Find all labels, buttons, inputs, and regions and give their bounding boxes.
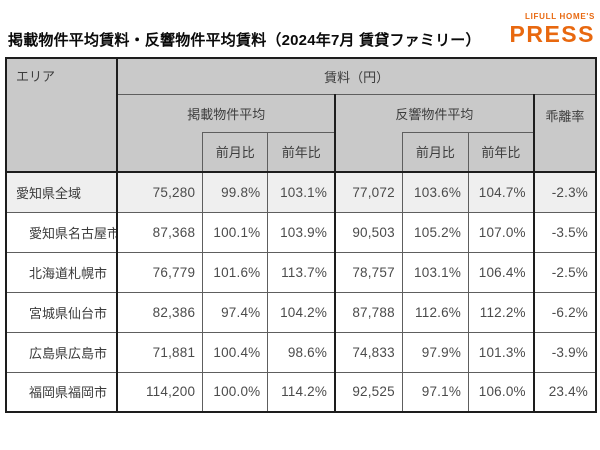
response-mom-cell: 103.1% bbox=[401, 251, 470, 293]
lifull-homes-press-logo: LIFULL HOME'S PRESS bbox=[510, 13, 595, 46]
divergence-cell: -2.5% bbox=[532, 251, 597, 293]
area-label: 広島県広島市 bbox=[5, 331, 119, 373]
header-row-1: エリア 賃料（円） bbox=[5, 57, 597, 173]
listed-yoy-cell: 98.6% bbox=[267, 331, 336, 373]
response-yoy-cell: 101.3% bbox=[468, 331, 535, 373]
response-avg-cell: 74,833 bbox=[334, 331, 403, 373]
area-label: 愛知県名古屋市 bbox=[5, 211, 119, 253]
response-avg-cell: 87,788 bbox=[334, 291, 403, 333]
response-mom-cell: 105.2% bbox=[401, 211, 470, 253]
rent-table: エリア 賃料（円） 掲載物件平均 反響物件平均 乖離率 前月比 前年比 前月比 … bbox=[5, 57, 597, 413]
listed-avg-group-header: 掲載物件平均 bbox=[116, 93, 336, 132]
header-row-3: 前月比 前年比 前月比 前年比 bbox=[6, 131, 596, 173]
response-mom-cell: 97.9% bbox=[401, 331, 470, 373]
response-mom-cell: 97.1% bbox=[401, 371, 470, 413]
listed-avg-cell: 76,779 bbox=[116, 251, 204, 293]
rent-table-container: エリア 賃料（円） 掲載物件平均 反響物件平均 乖離率 前月比 前年比 前月比 … bbox=[5, 57, 597, 413]
mom-subheader: 前月比 bbox=[202, 131, 269, 173]
divergence-cell: 23.4% bbox=[532, 371, 597, 413]
listed-yoy-cell: 104.2% bbox=[267, 291, 336, 333]
rent-yen-header: 賃料（円） bbox=[116, 57, 597, 95]
area-label: 宮城県仙台市 bbox=[5, 291, 119, 333]
logo-lifull-homes-text: LIFULL HOME'S bbox=[525, 12, 595, 21]
response-yoy-cell: 106.0% bbox=[468, 371, 535, 413]
response-yoy-cell: 106.4% bbox=[468, 251, 535, 293]
listed-avg-cell: 114,200 bbox=[116, 371, 204, 413]
listed-avg-cell: 75,280 bbox=[116, 171, 204, 213]
listed-mom-cell: 97.4% bbox=[202, 291, 269, 333]
table-row: 広島県広島市 71,881 100.4% 98.6% 74,833 97.9% … bbox=[5, 331, 597, 373]
listed-mom-cell: 101.6% bbox=[202, 251, 269, 293]
response-avg-cell: 90,503 bbox=[334, 211, 403, 253]
listed-yoy-cell: 114.2% bbox=[267, 371, 336, 413]
listed-avg-cell: 71,881 bbox=[116, 331, 204, 373]
listed-yoy-cell: 103.1% bbox=[267, 171, 336, 213]
mom-subheader: 前月比 bbox=[401, 131, 470, 173]
response-avg-cell: 92,525 bbox=[334, 371, 403, 413]
area-label: 愛知県全域 bbox=[5, 171, 119, 213]
response-avg-cell: 77,072 bbox=[334, 171, 403, 213]
response-mom-cell: 103.6% bbox=[401, 171, 470, 213]
divergence-header: 乖離率 bbox=[532, 93, 597, 173]
table-row: 北海道札幌市 76,779 101.6% 113.7% 78,757 103.1… bbox=[5, 251, 597, 293]
listed-mom-cell: 99.8% bbox=[202, 171, 269, 213]
listed-mom-cell: 100.0% bbox=[202, 371, 269, 413]
table-row: 福岡県福岡市 114,200 100.0% 114.2% 92,525 97.1… bbox=[5, 371, 597, 413]
area-label: 福岡県福岡市 bbox=[5, 371, 119, 413]
response-avg-group-header: 反響物件平均 bbox=[334, 93, 535, 132]
divergence-cell: -2.3% bbox=[532, 171, 597, 213]
response-mom-cell: 112.6% bbox=[401, 291, 470, 333]
divergence-cell: -3.5% bbox=[532, 211, 597, 253]
listed-avg-cell: 87,368 bbox=[116, 211, 204, 253]
table-row: 愛知県名古屋市 87,368 100.1% 103.9% 90,503 105.… bbox=[5, 211, 597, 253]
divergence-cell: -3.9% bbox=[532, 331, 597, 373]
listed-yoy-cell: 103.9% bbox=[267, 211, 336, 253]
listed-mom-cell: 100.1% bbox=[202, 211, 269, 253]
listed-avg-cell: 82,386 bbox=[116, 291, 204, 333]
listed-mom-cell: 100.4% bbox=[202, 331, 269, 373]
empty-subheader bbox=[116, 132, 204, 173]
empty-subheader bbox=[334, 132, 403, 173]
table-row: 宮城県仙台市 82,386 97.4% 104.2% 87,788 112.6%… bbox=[5, 291, 597, 333]
page-title: 掲載物件平均賃料・反響物件平均賃料（2024年7月 賃貸ファミリー） bbox=[8, 32, 481, 49]
listed-yoy-cell: 113.7% bbox=[267, 251, 336, 293]
divergence-cell: -6.2% bbox=[532, 291, 597, 333]
response-yoy-cell: 107.0% bbox=[468, 211, 535, 253]
yoy-subheader: 前年比 bbox=[468, 131, 535, 173]
header-row-2: 掲載物件平均 反響物件平均 乖離率 bbox=[6, 93, 597, 173]
area-label: 北海道札幌市 bbox=[5, 251, 119, 293]
yoy-subheader: 前年比 bbox=[267, 131, 336, 173]
area-column-header: エリア bbox=[5, 57, 119, 173]
logo-press-text: PRESS bbox=[509, 21, 595, 47]
response-avg-cell: 78,757 bbox=[334, 251, 403, 293]
table-row: 愛知県全域 75,280 99.8% 103.1% 77,072 103.6% … bbox=[5, 171, 597, 213]
response-yoy-cell: 112.2% bbox=[468, 291, 535, 333]
response-yoy-cell: 104.7% bbox=[468, 171, 535, 213]
